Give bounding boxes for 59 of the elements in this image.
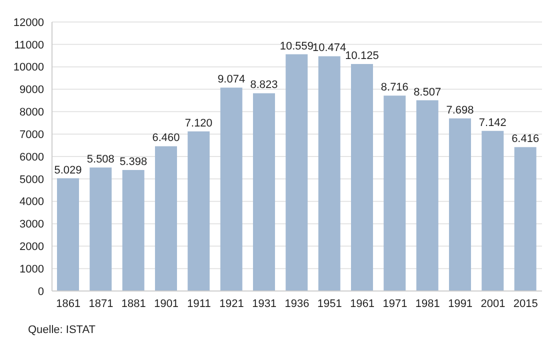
data-label: 6.460 <box>152 132 180 144</box>
x-tick-label: 1911 <box>187 298 211 310</box>
bar <box>514 147 536 291</box>
x-tick-label: 1861 <box>56 298 81 310</box>
data-label: 6.416 <box>512 133 540 146</box>
data-label: 8.716 <box>380 82 408 94</box>
y-tick-label: 2000 <box>20 241 44 254</box>
bar <box>57 178 79 291</box>
y-tick-label: 3000 <box>20 218 44 231</box>
bar <box>286 54 308 291</box>
x-tick-label: 1901 <box>154 298 179 310</box>
bar <box>384 96 406 291</box>
bar <box>90 168 112 291</box>
x-tick-label: 1881 <box>121 298 146 310</box>
data-label: 10.474 <box>312 42 346 54</box>
y-tick-label: 10000 <box>13 62 44 74</box>
bar <box>318 56 340 291</box>
data-label: 7.698 <box>446 104 474 116</box>
x-tick-label: 2015 <box>513 298 538 310</box>
bar <box>155 146 177 291</box>
x-tick-label: 1971 <box>382 298 408 310</box>
bar <box>253 93 275 291</box>
x-tick-label: 1936 <box>284 298 310 310</box>
data-label: 8.823 <box>250 79 278 92</box>
y-tick-label: 8000 <box>20 106 44 119</box>
bar <box>220 88 242 291</box>
y-tick-label: 11000 <box>14 39 44 52</box>
data-label: 8.507 <box>414 86 442 98</box>
y-tick-label: 4000 <box>20 196 44 208</box>
y-tick-label: 0 <box>38 286 44 298</box>
y-tick-label: 7000 <box>20 128 44 141</box>
data-label: 9.074 <box>218 74 246 86</box>
data-label: 10.559 <box>280 40 314 52</box>
data-label: 7.142 <box>478 116 506 129</box>
x-tick-label: 1981 <box>415 298 440 310</box>
y-tick-label: 6000 <box>20 151 44 164</box>
bar <box>449 118 471 291</box>
bar <box>482 130 504 291</box>
x-tick-label: 1961 <box>350 298 375 310</box>
x-tick-label: 1991 <box>448 298 473 310</box>
data-label: 5.029 <box>54 164 82 176</box>
x-tick-label: 1871 <box>88 298 114 310</box>
x-tick-label: 1921 <box>219 298 244 310</box>
bar <box>122 170 144 291</box>
data-label: 7.120 <box>184 117 212 130</box>
bar <box>351 64 373 291</box>
x-tick-label: 1931 <box>252 298 277 310</box>
data-label: 5.508 <box>86 154 114 166</box>
y-tick-label: 9000 <box>20 84 44 96</box>
y-tick-label: 5000 <box>20 174 44 186</box>
bar <box>188 131 210 291</box>
bar <box>416 100 438 291</box>
x-tick-label: 2001 <box>480 298 506 310</box>
y-tick-label: 1000 <box>20 263 44 276</box>
x-tick-label: 1951 <box>317 298 342 310</box>
source-note: Quelle: ISTAT <box>28 324 96 336</box>
data-label: 5.398 <box>120 156 148 168</box>
data-label: 10.125 <box>345 50 379 62</box>
y-tick-label: 12000 <box>13 16 44 29</box>
